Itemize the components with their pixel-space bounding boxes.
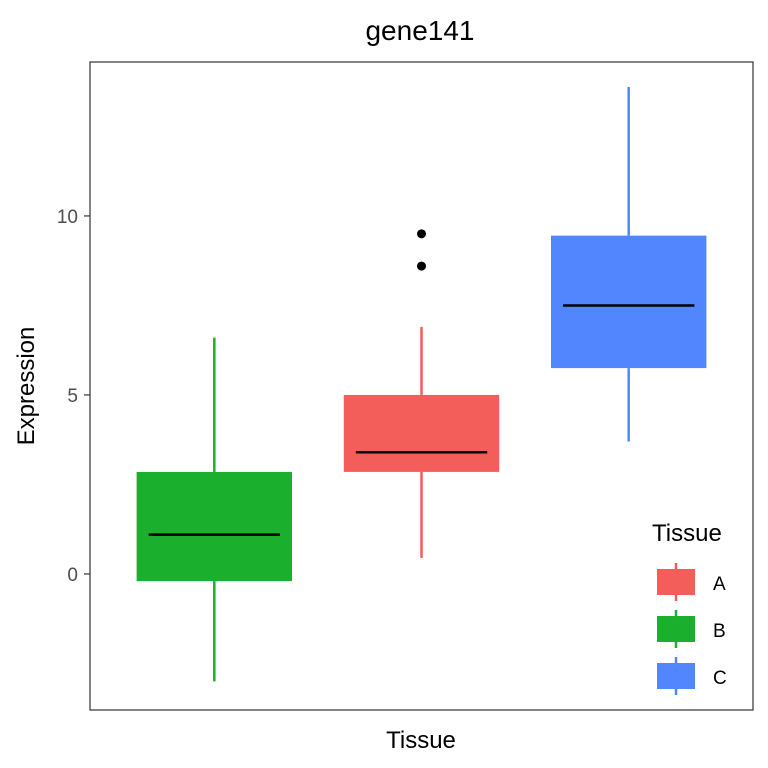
legend-title: Tissue: [652, 520, 722, 547]
box-body: [343, 394, 500, 472]
y-tick-label: 0: [67, 565, 78, 586]
legend-key: [657, 663, 695, 689]
legend-item-A: A: [657, 563, 726, 601]
box-A: [343, 229, 500, 558]
y-tick-label: 10: [57, 207, 78, 228]
box-C: [550, 87, 707, 442]
y-axis-label: Expression: [13, 327, 40, 446]
legend-label: A: [713, 574, 726, 595]
y-tick-label: 5: [67, 386, 78, 407]
box-body: [550, 235, 707, 369]
legend-item-B: B: [657, 610, 726, 648]
outlier-point: [417, 261, 426, 271]
box-body: [136, 471, 293, 582]
legend-key: [657, 569, 695, 595]
box-B: [136, 337, 293, 682]
chart-title: gene141: [365, 15, 474, 46]
legend-label: B: [713, 621, 726, 642]
legend-item-C: C: [657, 657, 727, 695]
legend: Tissue A B C: [652, 520, 727, 695]
x-axis-label: Tissue: [386, 727, 456, 754]
outlier-point: [417, 229, 426, 239]
legend-label: C: [713, 668, 727, 689]
boxes: [136, 87, 707, 682]
legend-key: [657, 616, 695, 642]
y-axis: 0 5 10: [57, 207, 90, 586]
